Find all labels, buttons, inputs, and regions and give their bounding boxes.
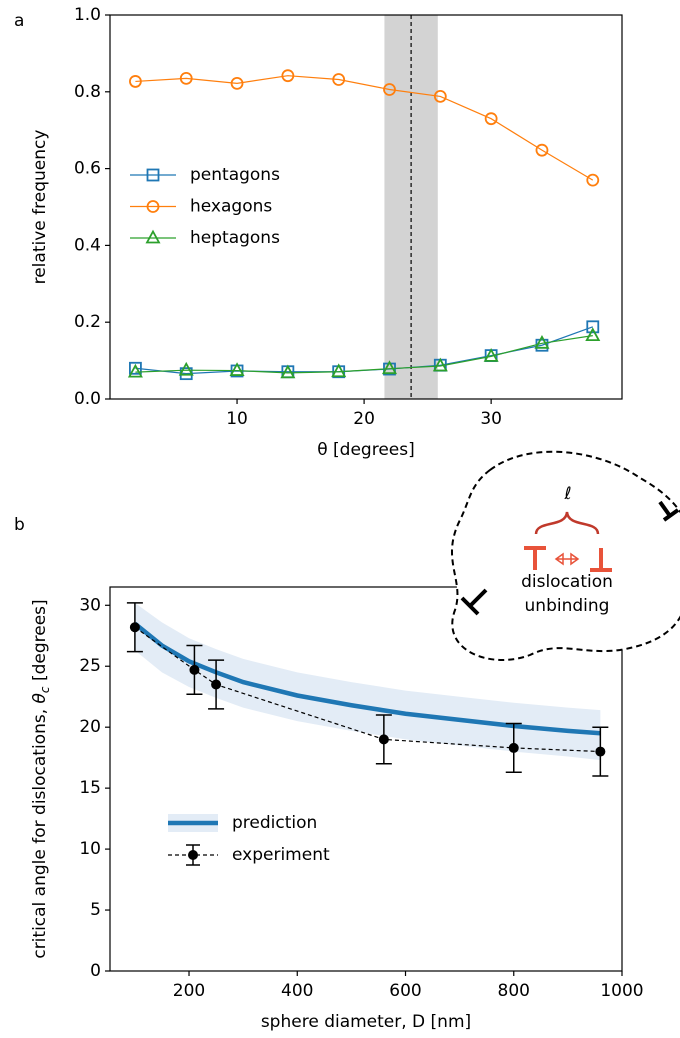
y-axis-label: critical angle for dislocations, θc [deg… bbox=[30, 599, 52, 958]
dislocation-symbol bbox=[460, 588, 488, 616]
marker bbox=[483, 347, 499, 362]
brace bbox=[534, 511, 600, 535]
legend-label: hexagons bbox=[190, 197, 272, 217]
marker bbox=[178, 361, 194, 376]
marker bbox=[129, 622, 140, 633]
legend-marker bbox=[146, 200, 160, 213]
y-axis-label-part: critical angle for dislocations, bbox=[30, 703, 50, 958]
marker bbox=[595, 746, 606, 757]
dislocation-symbol bbox=[524, 546, 612, 572]
marker bbox=[189, 664, 200, 675]
x-tick-label: 800 bbox=[498, 981, 530, 1001]
panel: b 200 400 600 800 1000 0 5 10 15 20 25 30 sphere diam… bbox=[14, 515, 644, 1032]
x-tick-label: 30 bbox=[480, 409, 502, 429]
legend: pentagons hexagons heptagons bbox=[130, 165, 280, 248]
marker bbox=[534, 334, 550, 349]
y-tick-label: 5 bbox=[90, 900, 101, 920]
series-line bbox=[135, 75, 594, 181]
panel: a 10 20 30 0.0 0.2 0.4 0.6 0.8 1.0 θ [degrees] rela… bbox=[14, 5, 623, 460]
legend-label: heptagons bbox=[190, 228, 280, 248]
legend: prediction experiment bbox=[168, 813, 330, 866]
series-line bbox=[135, 335, 593, 374]
y-axis-label-part: θ bbox=[30, 692, 50, 703]
x-tick-label: 10 bbox=[226, 409, 248, 429]
series-line bbox=[134, 626, 601, 753]
annotation-symbol: ℓ bbox=[563, 484, 571, 504]
marker bbox=[229, 362, 245, 376]
y-tick-label: 0.2 bbox=[74, 312, 101, 332]
marker bbox=[585, 327, 601, 342]
marker bbox=[383, 83, 396, 96]
panel-label: b bbox=[14, 515, 25, 535]
marker bbox=[211, 679, 222, 690]
x-tick-label: 1000 bbox=[600, 981, 643, 1001]
series-line bbox=[133, 621, 601, 736]
marker bbox=[280, 364, 296, 379]
marker bbox=[484, 112, 498, 126]
marker bbox=[129, 75, 142, 88]
x-tick-label: 600 bbox=[389, 981, 421, 1001]
region-outline bbox=[451, 450, 680, 661]
marker bbox=[433, 90, 447, 103]
legend-label: experiment bbox=[232, 845, 330, 865]
y-tick-label: 10 bbox=[79, 839, 101, 859]
marker bbox=[586, 173, 600, 187]
y-tick-label: 20 bbox=[79, 717, 101, 737]
annotation-text: dislocation bbox=[521, 572, 613, 592]
y-tick-label: 0.4 bbox=[74, 235, 101, 255]
y-axis-label-part: [degrees] bbox=[30, 599, 50, 686]
annotation bbox=[451, 450, 680, 661]
x-tick-label: 400 bbox=[281, 981, 313, 1001]
x-tick-label: 20 bbox=[353, 409, 375, 429]
legend-label: prediction bbox=[232, 813, 317, 833]
x-axis-label: θ [degrees] bbox=[317, 440, 415, 460]
legend-marker bbox=[145, 229, 161, 244]
y-tick-label: 0.8 bbox=[74, 82, 101, 102]
marker bbox=[127, 363, 143, 378]
marker bbox=[381, 360, 398, 375]
y-tick-label: 0 bbox=[90, 961, 101, 981]
legend-label: pentagons bbox=[190, 165, 280, 185]
marker bbox=[332, 73, 346, 86]
marker bbox=[378, 734, 389, 745]
marker bbox=[535, 143, 549, 157]
y-tick-label: 25 bbox=[79, 656, 101, 676]
marker bbox=[129, 361, 142, 375]
panel-label: a bbox=[14, 11, 24, 31]
marker bbox=[432, 357, 448, 372]
y-tick-label: 0.6 bbox=[74, 159, 101, 179]
marker bbox=[508, 742, 519, 753]
y-axis-label-part: c bbox=[38, 686, 52, 693]
dislocation-symbol bbox=[658, 500, 680, 522]
legend-marker bbox=[146, 168, 160, 182]
y-tick-label: 0.0 bbox=[74, 389, 101, 409]
plot-frame bbox=[109, 586, 623, 972]
plot-frame bbox=[109, 14, 623, 400]
series-line bbox=[135, 326, 593, 375]
x-tick-label: 200 bbox=[173, 981, 205, 1001]
y-tick-label: 1.0 bbox=[74, 5, 101, 25]
marker bbox=[331, 363, 347, 378]
y-axis-label: relative frequency bbox=[30, 130, 50, 285]
annotation-text: unbinding bbox=[525, 596, 610, 616]
marker bbox=[179, 71, 193, 85]
y-tick-label: 15 bbox=[79, 778, 101, 798]
legend-marker bbox=[188, 850, 198, 860]
x-axis-label: sphere diameter, D [nm] bbox=[261, 1012, 471, 1032]
y-tick-label: 30 bbox=[79, 595, 101, 615]
marker bbox=[586, 320, 600, 334]
marker bbox=[281, 69, 295, 83]
arrow bbox=[554, 552, 580, 566]
marker bbox=[230, 76, 244, 90]
